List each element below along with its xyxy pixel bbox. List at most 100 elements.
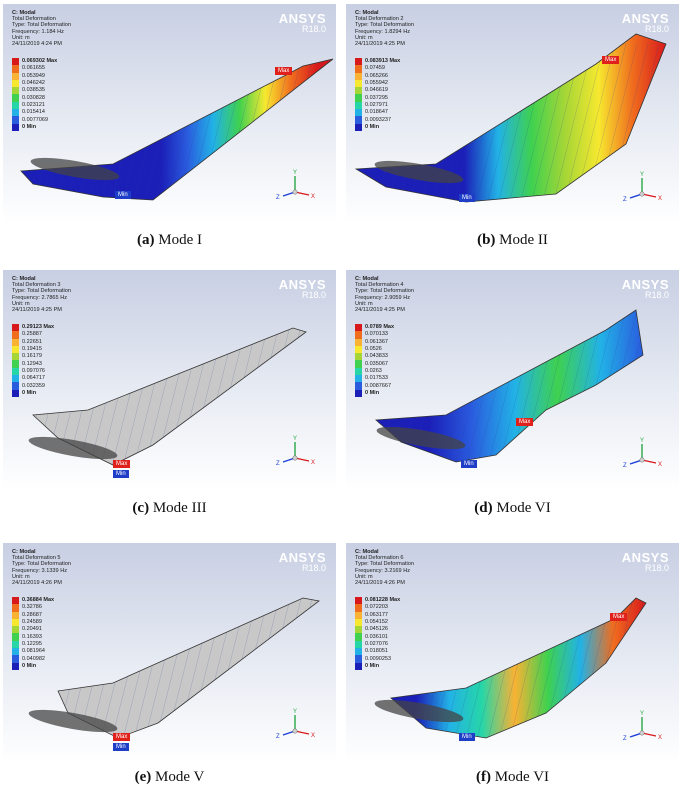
axis-x-label: X bbox=[311, 460, 315, 466]
legend-row: 0.097076 bbox=[12, 367, 54, 376]
legend-swatch bbox=[355, 633, 362, 641]
info-line: 24/11/2019 4:26 PM bbox=[12, 580, 62, 587]
legend-row: 0.053949 bbox=[12, 72, 57, 80]
legend-value: 0 Min bbox=[22, 662, 37, 669]
brand-name: ANSYS bbox=[278, 550, 326, 565]
brand-version: R18.0 bbox=[301, 24, 326, 34]
min-marker: Min bbox=[113, 470, 129, 478]
legend-swatch bbox=[12, 626, 19, 634]
info-line: Unit: m bbox=[12, 300, 30, 307]
solution-info: C: Modal Total Deformation 6 Type: Total D… bbox=[355, 549, 414, 586]
legend-swatch bbox=[12, 611, 19, 619]
legend-row: 0.061655 bbox=[12, 65, 57, 73]
legend-row: 0.035067 bbox=[355, 360, 394, 368]
wing-scene: X Y Z bbox=[20, 58, 334, 201]
legend-swatch bbox=[12, 389, 19, 397]
color-legend: 0.0789 Max 0.070133 0.061367 0.0526 0.043833… bbox=[355, 324, 394, 397]
wing-surface bbox=[375, 309, 644, 463]
legend-value: 0.018051 bbox=[365, 648, 388, 655]
axis-x-label: X bbox=[658, 462, 662, 468]
legend-row: 0.0526 bbox=[355, 345, 394, 354]
axis-x-label: X bbox=[658, 196, 662, 202]
root-section bbox=[28, 436, 118, 460]
legend-swatch bbox=[12, 72, 19, 80]
legend-value: 0.055942 bbox=[365, 80, 388, 87]
legend-value: 0 Min bbox=[22, 389, 37, 396]
brand-version: R18.0 bbox=[301, 290, 326, 300]
legend-value: 0.030828 bbox=[22, 94, 45, 101]
legend-swatch bbox=[12, 597, 19, 605]
legend-swatch bbox=[12, 87, 19, 95]
info-line: Total Deformation 3 bbox=[12, 282, 61, 289]
legend-row: 0.015414 bbox=[12, 109, 57, 117]
legend-row: 0.07459 bbox=[355, 65, 400, 73]
solution-info: C: Modal Total Deformation 5 Type: Total D… bbox=[12, 549, 71, 586]
legend-swatch bbox=[12, 360, 19, 368]
axis-origin bbox=[639, 730, 645, 736]
legend-value: 0.0789 Max bbox=[365, 324, 395, 331]
wing-surface bbox=[354, 33, 667, 203]
legend-swatch bbox=[355, 109, 362, 117]
brand-name: ANSYS bbox=[621, 11, 669, 26]
legend-value: 0.0087667 bbox=[365, 382, 391, 389]
legend-swatch bbox=[12, 618, 19, 627]
axis-y-label: Y bbox=[640, 172, 644, 178]
legend-row: 0.054152 bbox=[355, 618, 400, 627]
legend-value: 0.07459 bbox=[365, 65, 385, 72]
info-line: Frequency: 3.1339 Hz bbox=[12, 567, 68, 574]
legend-value: 0.027971 bbox=[365, 101, 388, 108]
legend-row: 0 Min bbox=[355, 123, 400, 131]
legend-swatch bbox=[355, 389, 362, 397]
brand-name: ANSYS bbox=[621, 550, 669, 565]
legend-swatch bbox=[355, 72, 362, 80]
legend-swatch bbox=[355, 604, 362, 612]
legend-row: 0.061367 bbox=[355, 338, 394, 346]
info-line: Type: Total Deformation bbox=[12, 22, 71, 29]
info-line: Unit: m bbox=[355, 34, 373, 41]
info-line: Frequency: 3.2169 Hz bbox=[355, 567, 411, 574]
legend-swatch bbox=[12, 101, 19, 110]
legend-value: 0.038535 bbox=[22, 87, 45, 94]
wing-surface bbox=[57, 597, 320, 739]
caption-tag: (d) bbox=[474, 500, 493, 516]
legend-row: 0 Min bbox=[355, 662, 400, 670]
legend-value: 0.046619 bbox=[365, 87, 388, 94]
legend-row: 0.027971 bbox=[355, 101, 400, 110]
mode-panel-5: X Y Z C: Modal Total Deformation 5 Type: Tota… bbox=[3, 543, 336, 763]
caption-tag: (a) bbox=[137, 232, 155, 248]
legend-row: 0.25887 bbox=[12, 331, 54, 339]
legend-row: 0.0090253 bbox=[355, 655, 400, 663]
legend-swatch bbox=[355, 655, 362, 663]
axis-z-label: Z bbox=[623, 463, 627, 469]
info-line: C: Modal bbox=[355, 276, 379, 282]
caption-tag: (c) bbox=[132, 500, 150, 516]
legend-swatch bbox=[355, 367, 362, 376]
mode-panel-3: X Y Z C: Modal Total Deformation 3 Type: Tota… bbox=[3, 270, 336, 490]
legend-row: 0.0789 Max bbox=[355, 324, 395, 332]
info-line: 24/11/2019 4:24 PM bbox=[12, 41, 62, 48]
legend-row: 0.027076 bbox=[355, 640, 400, 649]
root-section bbox=[376, 426, 466, 450]
info-line: Total Deformation bbox=[12, 16, 56, 23]
axis-origin bbox=[292, 455, 298, 461]
caption-text: Mode VI bbox=[494, 769, 550, 785]
color-legend: 0.29123 Max 0.25887 0.22651 0.19415 0.16179 0… bbox=[12, 324, 54, 397]
legend-value: 0.063177 bbox=[365, 611, 388, 618]
legend-row: 0.16393 bbox=[12, 633, 54, 641]
root-section bbox=[30, 157, 120, 181]
legend-row: 0.063177 bbox=[355, 611, 400, 619]
legend-swatch bbox=[12, 94, 19, 102]
axis-z-label: Z bbox=[623, 736, 627, 742]
legend-row: 0.0077069 bbox=[12, 116, 57, 124]
legend-swatch bbox=[355, 87, 362, 95]
legend-swatch bbox=[355, 123, 362, 131]
info-line: Type: Total Deformation bbox=[355, 561, 414, 568]
legend-value: 0.045126 bbox=[365, 626, 388, 633]
solution-info: C: Modal Total Deformation 3 Type: Total D… bbox=[12, 276, 71, 313]
legend-row: 0.072203 bbox=[355, 604, 400, 612]
legend-row: 0.24589 bbox=[12, 618, 54, 627]
max-marker: Max bbox=[113, 460, 131, 468]
caption-tag: (b) bbox=[477, 232, 496, 248]
legend-row: 0.16179 bbox=[12, 353, 54, 361]
legend-value: 0.32786 bbox=[22, 604, 42, 611]
